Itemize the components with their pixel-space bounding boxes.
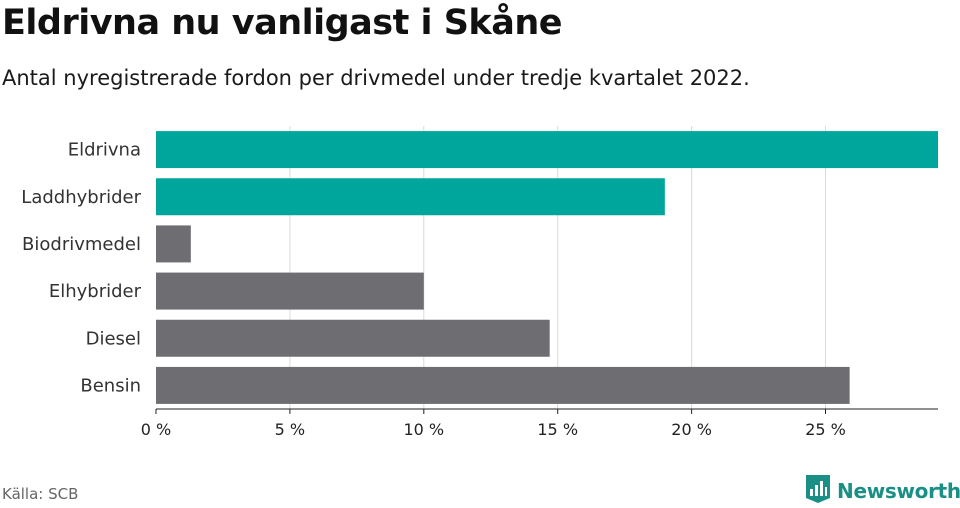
x-tick-label: 10 % xyxy=(403,420,444,439)
x-tick-label: 5 % xyxy=(275,420,305,439)
bar-chart-flag-icon xyxy=(805,474,831,508)
source-note: Källa: SCB xyxy=(2,485,79,503)
bar xyxy=(156,366,850,404)
chart-subtitle: Antal nyregistrerade fordon per drivmede… xyxy=(2,66,750,90)
x-tick-label: 0 % xyxy=(141,420,171,439)
brand-logo[interactable]: Newsworthy xyxy=(805,474,960,508)
bar xyxy=(156,319,550,357)
chart-title: Eldrivna nu vanligast i Skåne xyxy=(2,3,562,43)
x-tick-label: 20 % xyxy=(671,420,712,439)
bar xyxy=(156,178,665,216)
category-label: Laddhybrider xyxy=(21,187,141,208)
category-label: Eldrivna xyxy=(68,140,141,161)
bar xyxy=(156,225,191,263)
category-label: Elhybrider xyxy=(49,281,142,302)
category-label: Biodrivmedel xyxy=(22,234,141,255)
x-tick-label: 25 % xyxy=(805,420,846,439)
bar xyxy=(156,131,938,169)
category-label: Diesel xyxy=(86,328,141,349)
x-tick-label: 15 % xyxy=(537,420,578,439)
brand-name: Newsworthy xyxy=(837,479,960,503)
bar xyxy=(156,272,424,310)
category-label: Bensin xyxy=(80,375,141,396)
bar-chart: Eldrivna Laddhybrider Biodrivmedel Elhybrid… xyxy=(21,126,938,439)
